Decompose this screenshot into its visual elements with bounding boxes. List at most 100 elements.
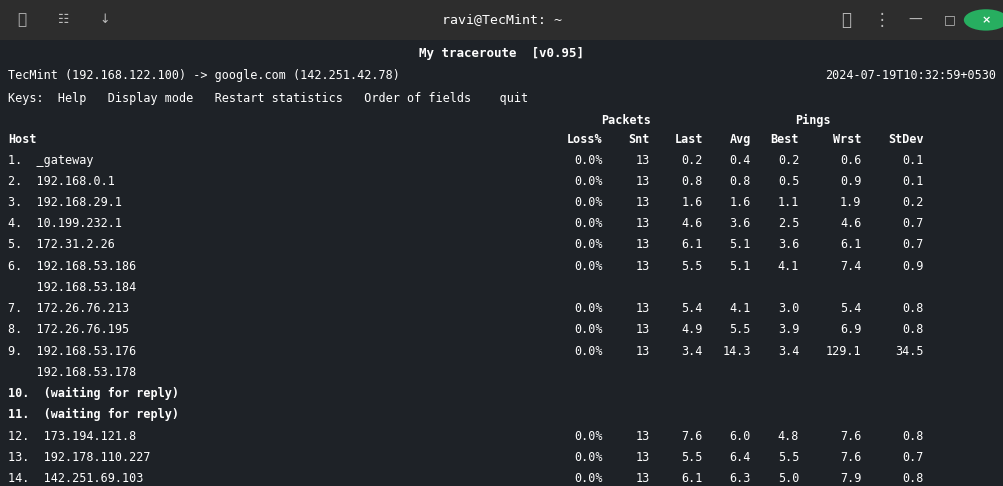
Text: 13: 13 — [635, 260, 649, 273]
Text: 0.0%: 0.0% — [574, 217, 602, 230]
Text: 0.8: 0.8 — [729, 175, 750, 188]
Text: 4.  10.199.232.1: 4. 10.199.232.1 — [8, 217, 122, 230]
Text: 5.5: 5.5 — [681, 451, 702, 464]
Text: 0.8: 0.8 — [902, 472, 923, 485]
Text: 7.4: 7.4 — [840, 260, 861, 273]
Text: 5.5: 5.5 — [777, 451, 798, 464]
Text: 0.8: 0.8 — [902, 302, 923, 315]
Text: Best: Best — [770, 133, 798, 146]
Text: 6.3: 6.3 — [729, 472, 750, 485]
Text: Host: Host — [8, 133, 36, 146]
Text: 1.1: 1.1 — [777, 196, 798, 209]
Text: 2.5: 2.5 — [777, 217, 798, 230]
Text: 7.9: 7.9 — [840, 472, 861, 485]
Text: 14.  142.251.69.103: 14. 142.251.69.103 — [8, 472, 143, 485]
Text: 13: 13 — [635, 345, 649, 358]
Text: 0.0%: 0.0% — [574, 196, 602, 209]
Text: 14.3: 14.3 — [722, 345, 750, 358]
Text: ☷: ☷ — [57, 14, 69, 26]
Text: 13: 13 — [635, 451, 649, 464]
Text: 5.4: 5.4 — [681, 302, 702, 315]
Text: 7.6: 7.6 — [681, 430, 702, 443]
Text: Pings: Pings — [794, 114, 830, 127]
Text: ⋮: ⋮ — [873, 11, 889, 29]
Text: 3.4: 3.4 — [681, 345, 702, 358]
Text: 0.0%: 0.0% — [574, 154, 602, 167]
Text: 6.9: 6.9 — [840, 323, 861, 336]
Text: 6.1: 6.1 — [681, 472, 702, 485]
Text: 4.8: 4.8 — [777, 430, 798, 443]
Text: 5.  172.31.2.26: 5. 172.31.2.26 — [8, 239, 114, 251]
Text: 3.  192.168.29.1: 3. 192.168.29.1 — [8, 196, 122, 209]
Text: 5.1: 5.1 — [729, 239, 750, 251]
Text: 0.8: 0.8 — [681, 175, 702, 188]
Text: 8.  172.26.76.195: 8. 172.26.76.195 — [8, 323, 129, 336]
Text: ravi@TecMint: ~: ravi@TecMint: ~ — [441, 14, 562, 26]
Text: 7.  172.26.76.213: 7. 172.26.76.213 — [8, 302, 129, 315]
Text: ➕: ➕ — [17, 13, 27, 27]
Text: 1.9: 1.9 — [840, 196, 861, 209]
Text: 0.2: 0.2 — [681, 154, 702, 167]
Text: 3.6: 3.6 — [777, 239, 798, 251]
Text: —: — — [908, 13, 922, 27]
Text: 4.9: 4.9 — [681, 323, 702, 336]
Text: 0.5: 0.5 — [777, 175, 798, 188]
Text: 5.5: 5.5 — [681, 260, 702, 273]
Text: 3.4: 3.4 — [777, 345, 798, 358]
Text: 1.6: 1.6 — [681, 196, 702, 209]
Text: 0.0%: 0.0% — [574, 472, 602, 485]
Text: 13: 13 — [635, 430, 649, 443]
Text: 5.1: 5.1 — [729, 260, 750, 273]
Text: 2.  192.168.0.1: 2. 192.168.0.1 — [8, 175, 114, 188]
Text: StDev: StDev — [888, 133, 923, 146]
Text: 9.  192.168.53.176: 9. 192.168.53.176 — [8, 345, 136, 358]
Text: 13: 13 — [635, 302, 649, 315]
Text: 7.6: 7.6 — [840, 430, 861, 443]
Text: 1.  _gateway: 1. _gateway — [8, 154, 93, 167]
Text: 6.0: 6.0 — [729, 430, 750, 443]
Text: TecMint (192.168.122.100) -> google.com (142.251.42.78): TecMint (192.168.122.100) -> google.com … — [8, 69, 399, 82]
Text: 0.6: 0.6 — [840, 154, 861, 167]
Text: 13: 13 — [635, 217, 649, 230]
Text: 4.1: 4.1 — [729, 302, 750, 315]
Text: 3.9: 3.9 — [777, 323, 798, 336]
Text: 0.0%: 0.0% — [574, 323, 602, 336]
Circle shape — [963, 9, 1003, 31]
Text: 4.6: 4.6 — [681, 217, 702, 230]
Text: 3.6: 3.6 — [729, 217, 750, 230]
Text: 4.6: 4.6 — [840, 217, 861, 230]
Text: ⌕: ⌕ — [841, 11, 851, 29]
Text: 0.8: 0.8 — [902, 430, 923, 443]
Text: 6.4: 6.4 — [729, 451, 750, 464]
Text: 192.168.53.178: 192.168.53.178 — [8, 366, 136, 379]
Text: 0.2: 0.2 — [902, 196, 923, 209]
Text: 0.7: 0.7 — [902, 239, 923, 251]
Text: 3.0: 3.0 — [777, 302, 798, 315]
Text: 13: 13 — [635, 175, 649, 188]
Text: 0.0%: 0.0% — [574, 175, 602, 188]
Bar — [0, 0, 1003, 40]
Text: 6.1: 6.1 — [681, 239, 702, 251]
Text: 0.7: 0.7 — [902, 217, 923, 230]
Text: 6.1: 6.1 — [840, 239, 861, 251]
Text: 5.4: 5.4 — [840, 302, 861, 315]
Text: 13: 13 — [635, 196, 649, 209]
Text: Loss%: Loss% — [567, 133, 602, 146]
Text: 0.9: 0.9 — [902, 260, 923, 273]
Text: 0.1: 0.1 — [902, 154, 923, 167]
Text: 11.  (waiting for reply): 11. (waiting for reply) — [8, 408, 179, 421]
Text: 13: 13 — [635, 472, 649, 485]
Text: 0.9: 0.9 — [840, 175, 861, 188]
Text: 4.1: 4.1 — [777, 260, 798, 273]
Text: 0.0%: 0.0% — [574, 345, 602, 358]
Text: Wrst: Wrst — [832, 133, 861, 146]
Text: 6.  192.168.53.186: 6. 192.168.53.186 — [8, 260, 136, 273]
Text: 12.  173.194.121.8: 12. 173.194.121.8 — [8, 430, 136, 443]
Text: 5.5: 5.5 — [729, 323, 750, 336]
Text: 0.4: 0.4 — [729, 154, 750, 167]
Text: 129.1: 129.1 — [825, 345, 861, 358]
Text: 34.5: 34.5 — [895, 345, 923, 358]
Text: 2024-07-19T10:32:59+0530: 2024-07-19T10:32:59+0530 — [824, 69, 995, 82]
Text: 0.0%: 0.0% — [574, 430, 602, 443]
Text: 0.0%: 0.0% — [574, 302, 602, 315]
